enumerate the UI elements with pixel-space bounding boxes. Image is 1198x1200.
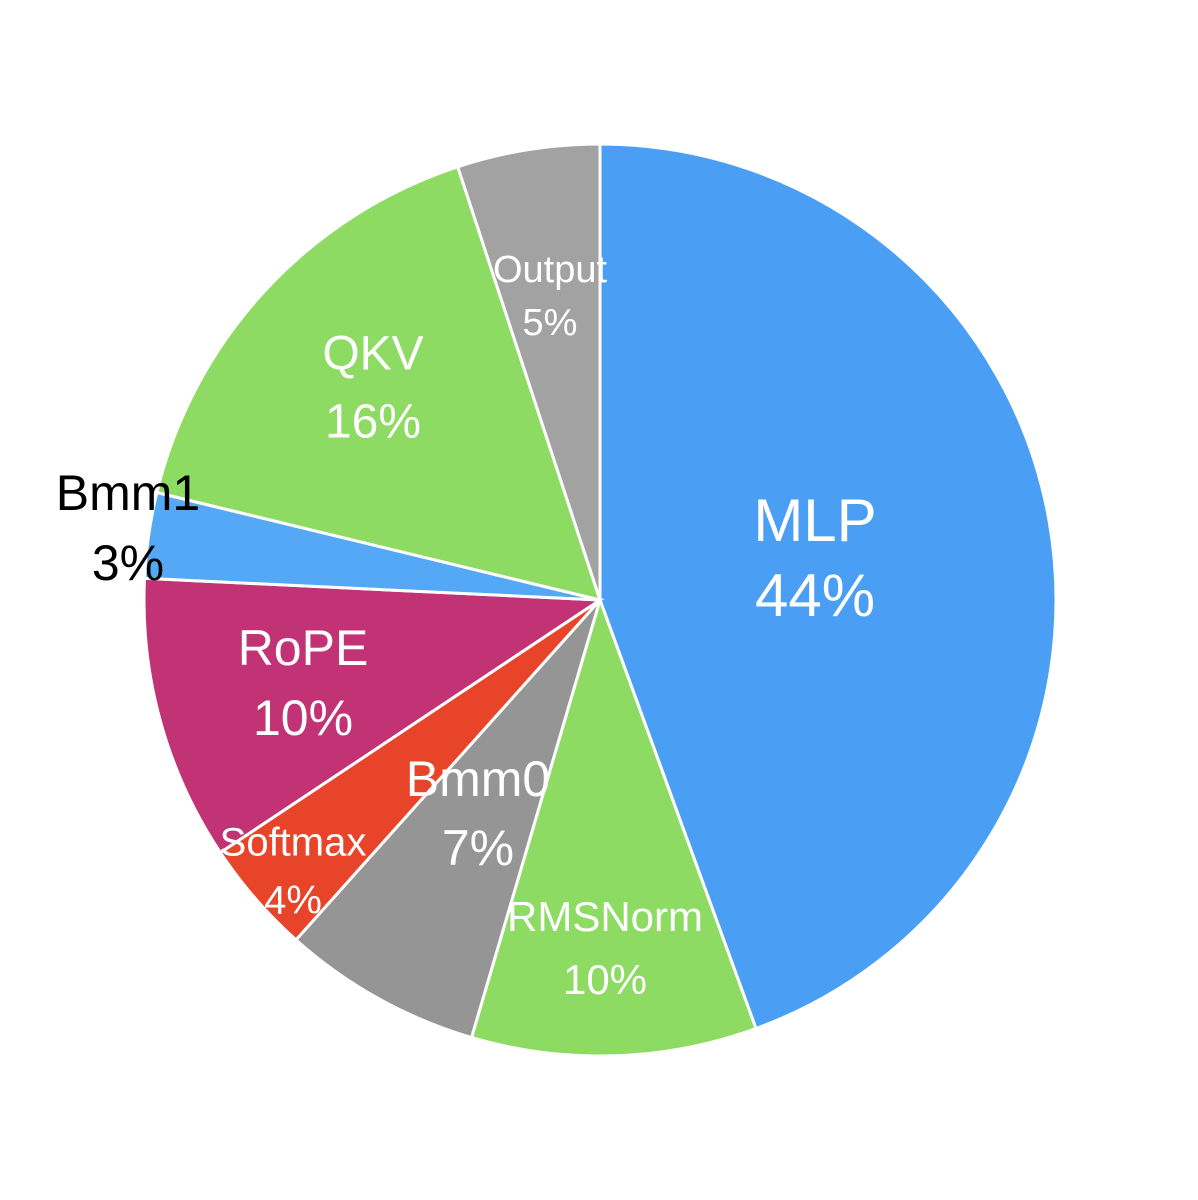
slice-label: Output [493, 249, 608, 291]
slice-value-label: 7% [442, 820, 514, 876]
slice-value-label: 3% [92, 535, 164, 591]
pie-slice [142, 576, 605, 855]
slice-value-label: 10% [563, 956, 647, 1003]
slice-value-label: 5% [523, 302, 578, 344]
slice-label: RoPE [238, 620, 369, 676]
slice-value-label: 10% [253, 690, 353, 746]
slice-label: Bmm0 [406, 751, 550, 807]
pie-slice [455, 142, 602, 601]
slice-value-label: 4% [264, 879, 322, 923]
slice-label: QKV [322, 328, 423, 381]
pie-slice [598, 142, 1058, 1031]
slice-label: MLP [753, 487, 876, 554]
slice-value-label: 44% [755, 562, 875, 629]
slice-label: Bmm1 [56, 465, 200, 521]
slice-value-label: 16% [325, 396, 421, 449]
pie-slice [293, 598, 602, 1040]
pie-slice [155, 164, 603, 603]
slice-label: RMSNorm [507, 893, 703, 940]
pie-slice [469, 595, 758, 1058]
slice-label: Softmax [220, 821, 367, 865]
